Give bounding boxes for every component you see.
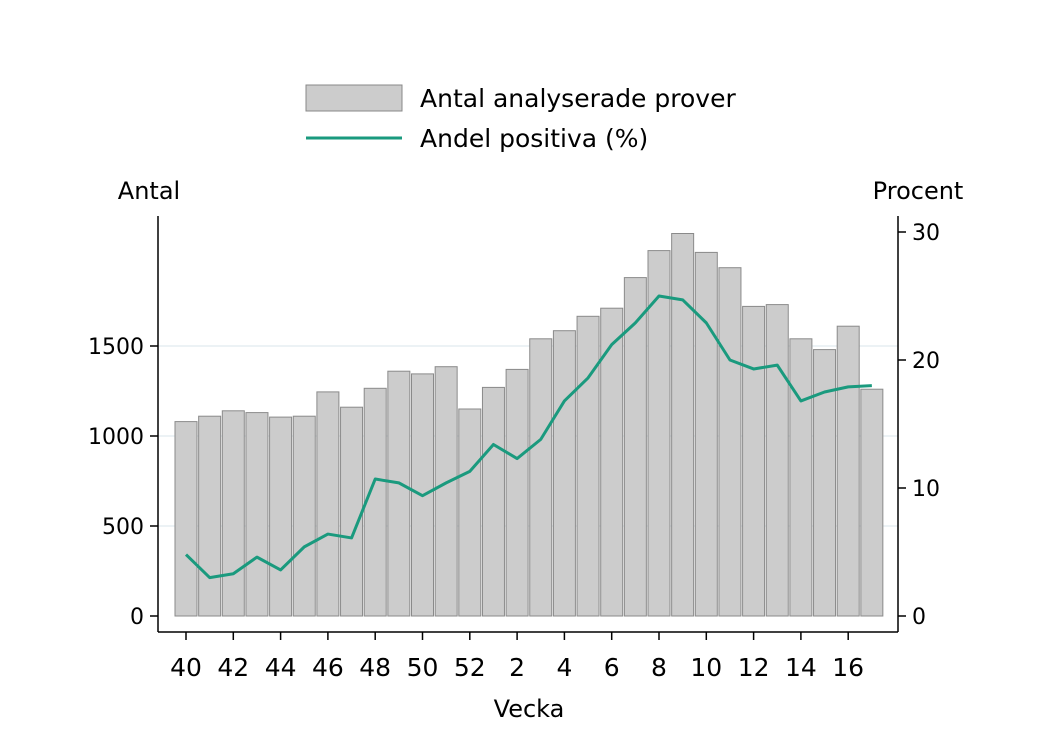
bar — [789, 338, 813, 617]
x-axis-title: Vecka — [494, 695, 565, 723]
bar — [860, 388, 884, 617]
x-tick-label: 4 — [556, 653, 572, 682]
x-tick-label: 12 — [738, 653, 770, 682]
line-path — [184, 294, 872, 580]
left-tick-label: 0 — [130, 605, 144, 630]
bar — [292, 415, 316, 617]
right-tick-label: 20 — [912, 349, 940, 374]
bar — [245, 412, 269, 617]
bar — [813, 349, 837, 617]
legend-label-bars: Antal analyserade prover — [420, 84, 736, 113]
bar — [363, 387, 387, 617]
legend: Antal analyserade prover Andel positiva … — [305, 84, 736, 153]
x-tick-label: 8 — [651, 653, 667, 682]
bar — [529, 338, 553, 617]
bar — [765, 304, 789, 617]
bar-series — [174, 233, 884, 617]
legend-label-line: Andel positiva (%) — [420, 124, 648, 153]
x-tick-label: 2 — [509, 653, 525, 682]
bar — [552, 330, 576, 617]
bar — [694, 251, 718, 617]
x-tick-label: 14 — [785, 653, 817, 682]
bar — [316, 391, 340, 617]
bar — [174, 421, 198, 617]
right-tick-label: 30 — [912, 221, 940, 246]
bar — [387, 370, 411, 617]
bar — [647, 250, 671, 617]
left-axis-title: Antal — [118, 177, 180, 205]
left-tick-label: 1000 — [88, 425, 144, 450]
x-tick-label: 50 — [407, 653, 439, 682]
bar — [742, 305, 766, 617]
x-tick-label: 42 — [217, 653, 249, 682]
bar — [458, 408, 482, 617]
right-axis-title: Procent — [873, 177, 964, 205]
x-tick-label: 40 — [170, 653, 202, 682]
bar — [434, 366, 458, 617]
bar — [221, 410, 245, 617]
right-tick-label: 10 — [912, 477, 940, 502]
x-tick-label: 6 — [604, 653, 620, 682]
line-series — [184, 294, 872, 580]
x-tick-label: 10 — [690, 653, 722, 682]
left-tick-label: 1500 — [88, 335, 144, 360]
x-tick-label: 48 — [359, 653, 391, 682]
x-tick-label: 52 — [454, 653, 486, 682]
bar — [600, 307, 624, 617]
bar — [623, 277, 647, 617]
right-tick-label: 0 — [912, 605, 926, 630]
left-tick-label: 500 — [102, 515, 144, 540]
bar — [836, 325, 860, 617]
x-tick-label: 16 — [832, 653, 864, 682]
bar — [198, 415, 222, 617]
bar — [340, 406, 364, 617]
bar — [505, 368, 529, 617]
bar — [718, 267, 742, 617]
bar — [269, 416, 293, 617]
legend-swatch-bars — [305, 84, 403, 112]
bar — [576, 315, 600, 617]
x-tick-label: 46 — [312, 653, 344, 682]
bar — [481, 386, 505, 617]
x-tick-label: 44 — [265, 653, 297, 682]
bar — [671, 233, 695, 617]
